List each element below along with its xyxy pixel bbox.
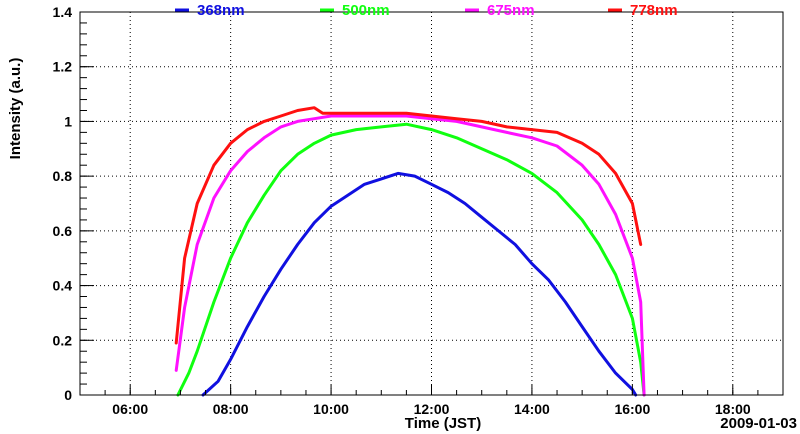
x-tick-label: 16:00	[614, 401, 650, 417]
y-tick-label: 1	[64, 113, 72, 129]
y-tick-label: 0.6	[53, 223, 73, 239]
y-tick-label: 0.8	[53, 168, 73, 184]
legend-label: 675nm	[487, 2, 535, 19]
y-tick-label: 1.4	[53, 4, 73, 20]
legend-label: 500nm	[342, 2, 390, 19]
y-tick-label: 0.2	[53, 332, 73, 348]
series-line-368nm	[201, 171, 638, 397]
x-tick-label: 14:00	[514, 401, 550, 417]
grid	[80, 12, 783, 395]
date-label: 2009-01-03	[720, 415, 797, 432]
series-lines	[174, 106, 646, 397]
axis-ticks: 06:00 08:00 10:00 12:00 14:00 16:00 18:00 0 0.2 0…	[53, 4, 784, 417]
series-line-500nm	[176, 122, 646, 397]
y-tick-label: 0.4	[53, 278, 73, 294]
legend-label: 368nm	[197, 2, 245, 19]
y-tick-label: 0	[64, 387, 72, 403]
series-line-675nm	[174, 114, 646, 397]
legend-label: 778nm	[630, 2, 678, 19]
x-tick-label: 06:00	[112, 401, 148, 417]
x-tick-label: 18:00	[715, 401, 751, 417]
x-axis-title: Time (JST)	[405, 415, 481, 432]
y-tick-label: 1.2	[53, 59, 73, 75]
plot-frame	[79, 11, 784, 396]
x-tick-label: 08:00	[213, 401, 249, 417]
legend: 368nm 500nm 675nm 778nm	[175, 2, 678, 19]
y-axis-title: Intensity (a.u.)	[7, 58, 24, 160]
series-line-778nm	[174, 106, 643, 345]
x-tick-label: 12:00	[414, 401, 450, 417]
x-tick-label: 10:00	[313, 401, 349, 417]
